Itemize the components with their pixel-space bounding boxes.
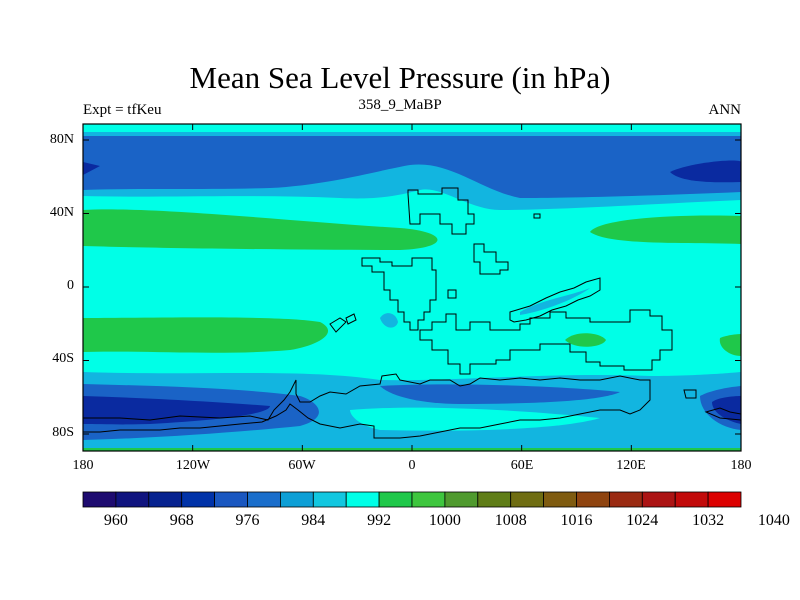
lon-label-120w: 120W (175, 458, 211, 473)
south-pole-mid (350, 407, 600, 431)
north-pacific-high (590, 215, 741, 244)
south-indian-high (565, 333, 606, 347)
colorbar-swatch (345, 491, 380, 508)
colorbar-swatch (148, 491, 183, 508)
north-pacific-deep-low (670, 160, 741, 183)
pressure-fields (83, 124, 741, 451)
colorbar-label: 1000 (428, 512, 461, 529)
period-label: ANN (708, 102, 742, 118)
west-deep-low (83, 162, 100, 175)
colorbar-swatch (609, 491, 643, 508)
lon-label-180e: 180 (730, 458, 752, 473)
lon-label-0: 0 (408, 458, 416, 473)
colorbar-label: 960 (103, 512, 128, 529)
lat-label-0: 0 (67, 278, 74, 293)
lon-label-60w: 60W (288, 458, 316, 473)
south-low-east (380, 384, 620, 404)
colorbar-swatch (247, 491, 281, 508)
colorbar-label: 1024 (626, 512, 659, 529)
colorbar-swatch (411, 491, 446, 508)
axis-ticks (82, 124, 742, 451)
colorbar-swatch (707, 491, 742, 508)
north-atlantic-high (83, 209, 438, 250)
experiment-label: Expt = tfKeu (83, 102, 162, 118)
colorbar-swatch (576, 491, 610, 508)
colorbar-swatch (444, 491, 479, 508)
colorbar-swatch (641, 491, 676, 508)
colorbar-label: 976 (235, 512, 260, 529)
northern-low-band (83, 136, 741, 198)
colorbar-swatch (510, 491, 545, 508)
colorbar-label: 968 (169, 512, 194, 529)
lon-label-120e: 120E (616, 458, 646, 473)
lat-label-80s: 80S (52, 425, 74, 440)
colorbar (82, 491, 742, 508)
lat-label-40n: 40N (49, 205, 74, 220)
colorbar-swatch (115, 491, 150, 508)
colorbar-swatch (543, 491, 577, 508)
colorbar-label: 1008 (494, 512, 527, 529)
colorbar-label: 1016 (560, 512, 593, 529)
colorbar-label: 1040 (757, 512, 790, 529)
southeast-deep-low (712, 396, 741, 424)
colorbar-swatch (378, 491, 413, 508)
colorbar-swatch (312, 491, 347, 508)
lon-label-180w: 180 (72, 458, 94, 473)
south-high-west (83, 317, 329, 353)
south-high-east (719, 334, 741, 356)
colorbar-swatch (214, 491, 248, 508)
lat-label-80n: 80N (49, 132, 74, 147)
colorbar-swatch (82, 491, 117, 508)
lon-label-60e: 60E (510, 458, 534, 473)
tropical-mid-streak (520, 288, 590, 315)
lat-label-40s: 40S (52, 351, 74, 366)
tropical-mid-patch (380, 313, 398, 328)
coastlines (83, 187, 741, 439)
map-subtitle: 358_9_MaBP (358, 97, 442, 113)
colorbar-swatch (181, 491, 215, 508)
colorbar-swatch (477, 491, 512, 508)
colorbar-swatch (674, 491, 709, 508)
colorbar-label: 1032 (692, 512, 725, 529)
colorbar-label: 992 (367, 512, 392, 529)
map-title: Mean Sea Level Pressure (in hPa) (189, 60, 611, 95)
colorbar-swatch (279, 491, 314, 508)
colorbar-label: 984 (301, 512, 326, 529)
